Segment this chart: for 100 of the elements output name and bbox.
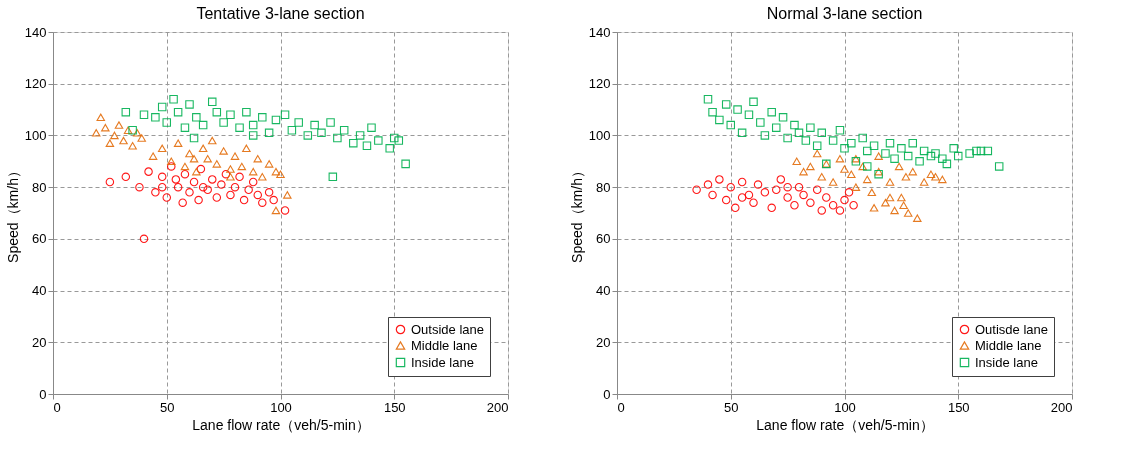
point <box>349 138 358 148</box>
point <box>783 133 792 143</box>
point <box>169 94 178 104</box>
y-tick-label: 40 <box>596 283 611 299</box>
point <box>280 110 290 119</box>
point <box>180 123 190 132</box>
point <box>119 136 128 145</box>
point <box>692 185 701 194</box>
point <box>806 162 815 171</box>
point <box>317 128 326 138</box>
point <box>753 180 763 189</box>
point <box>767 203 776 213</box>
point <box>185 188 194 197</box>
point <box>91 129 101 137</box>
point <box>771 185 781 194</box>
point <box>212 107 222 117</box>
point <box>972 146 981 156</box>
y-tick-label: 100 <box>24 127 47 143</box>
point <box>942 159 952 169</box>
point <box>771 123 781 132</box>
point <box>189 154 199 163</box>
y-tick-label: 0 <box>603 386 611 402</box>
point <box>280 206 290 215</box>
point <box>271 115 281 125</box>
point <box>374 136 383 145</box>
point <box>264 128 274 138</box>
point <box>915 157 924 166</box>
point <box>812 185 822 194</box>
y-tick-label: 60 <box>596 231 611 247</box>
point <box>703 94 713 104</box>
y-tick-label: 120 <box>588 76 611 92</box>
point <box>219 118 228 127</box>
y-tick-label: 120 <box>24 76 47 92</box>
point <box>949 144 958 153</box>
point <box>258 173 267 181</box>
point <box>817 206 827 215</box>
point <box>271 167 281 176</box>
point <box>192 113 201 122</box>
point <box>185 149 194 158</box>
point <box>253 190 263 200</box>
point <box>901 173 911 181</box>
point <box>212 160 222 168</box>
point <box>874 152 883 160</box>
point <box>294 118 303 127</box>
point <box>157 144 167 153</box>
point <box>776 175 786 184</box>
point <box>862 175 872 184</box>
point <box>778 113 788 122</box>
point <box>715 115 724 125</box>
point <box>721 195 731 205</box>
point <box>248 120 258 130</box>
point <box>737 177 747 187</box>
point <box>239 195 249 205</box>
point <box>198 144 208 153</box>
point <box>858 133 867 143</box>
point <box>994 162 1004 171</box>
point <box>885 178 895 186</box>
point <box>339 126 349 135</box>
point <box>253 154 263 163</box>
point <box>198 120 208 130</box>
point <box>105 177 115 187</box>
point <box>953 151 963 161</box>
point <box>230 152 240 160</box>
point <box>162 193 172 202</box>
point <box>221 169 231 179</box>
point <box>389 133 399 143</box>
point <box>235 123 244 132</box>
x-tick-label: 100 <box>834 399 856 415</box>
point <box>180 169 190 179</box>
point <box>157 172 167 182</box>
point <box>101 123 110 132</box>
point <box>897 193 906 202</box>
point <box>894 162 904 171</box>
point <box>828 178 838 186</box>
point <box>840 144 849 153</box>
point <box>269 195 278 205</box>
x-tick-label: 200 <box>486 399 509 415</box>
point <box>760 131 770 140</box>
point <box>835 126 845 135</box>
point <box>806 198 815 207</box>
point <box>328 172 338 182</box>
point <box>180 162 190 171</box>
point <box>792 157 801 166</box>
y-axis-title: Speed（km/h） <box>4 164 21 263</box>
point <box>926 151 936 161</box>
point <box>869 204 879 212</box>
point <box>867 188 877 197</box>
point <box>235 172 244 182</box>
point <box>885 193 895 202</box>
point <box>931 149 940 158</box>
point <box>242 107 251 117</box>
point <box>862 162 872 171</box>
legend-label: Inside lane <box>975 354 1038 370</box>
point <box>276 170 285 178</box>
point <box>767 107 776 117</box>
point <box>890 206 899 215</box>
point <box>132 129 142 137</box>
point <box>394 136 404 145</box>
y-tick-label: 60 <box>32 231 47 247</box>
y-tick-label: 20 <box>596 334 611 350</box>
